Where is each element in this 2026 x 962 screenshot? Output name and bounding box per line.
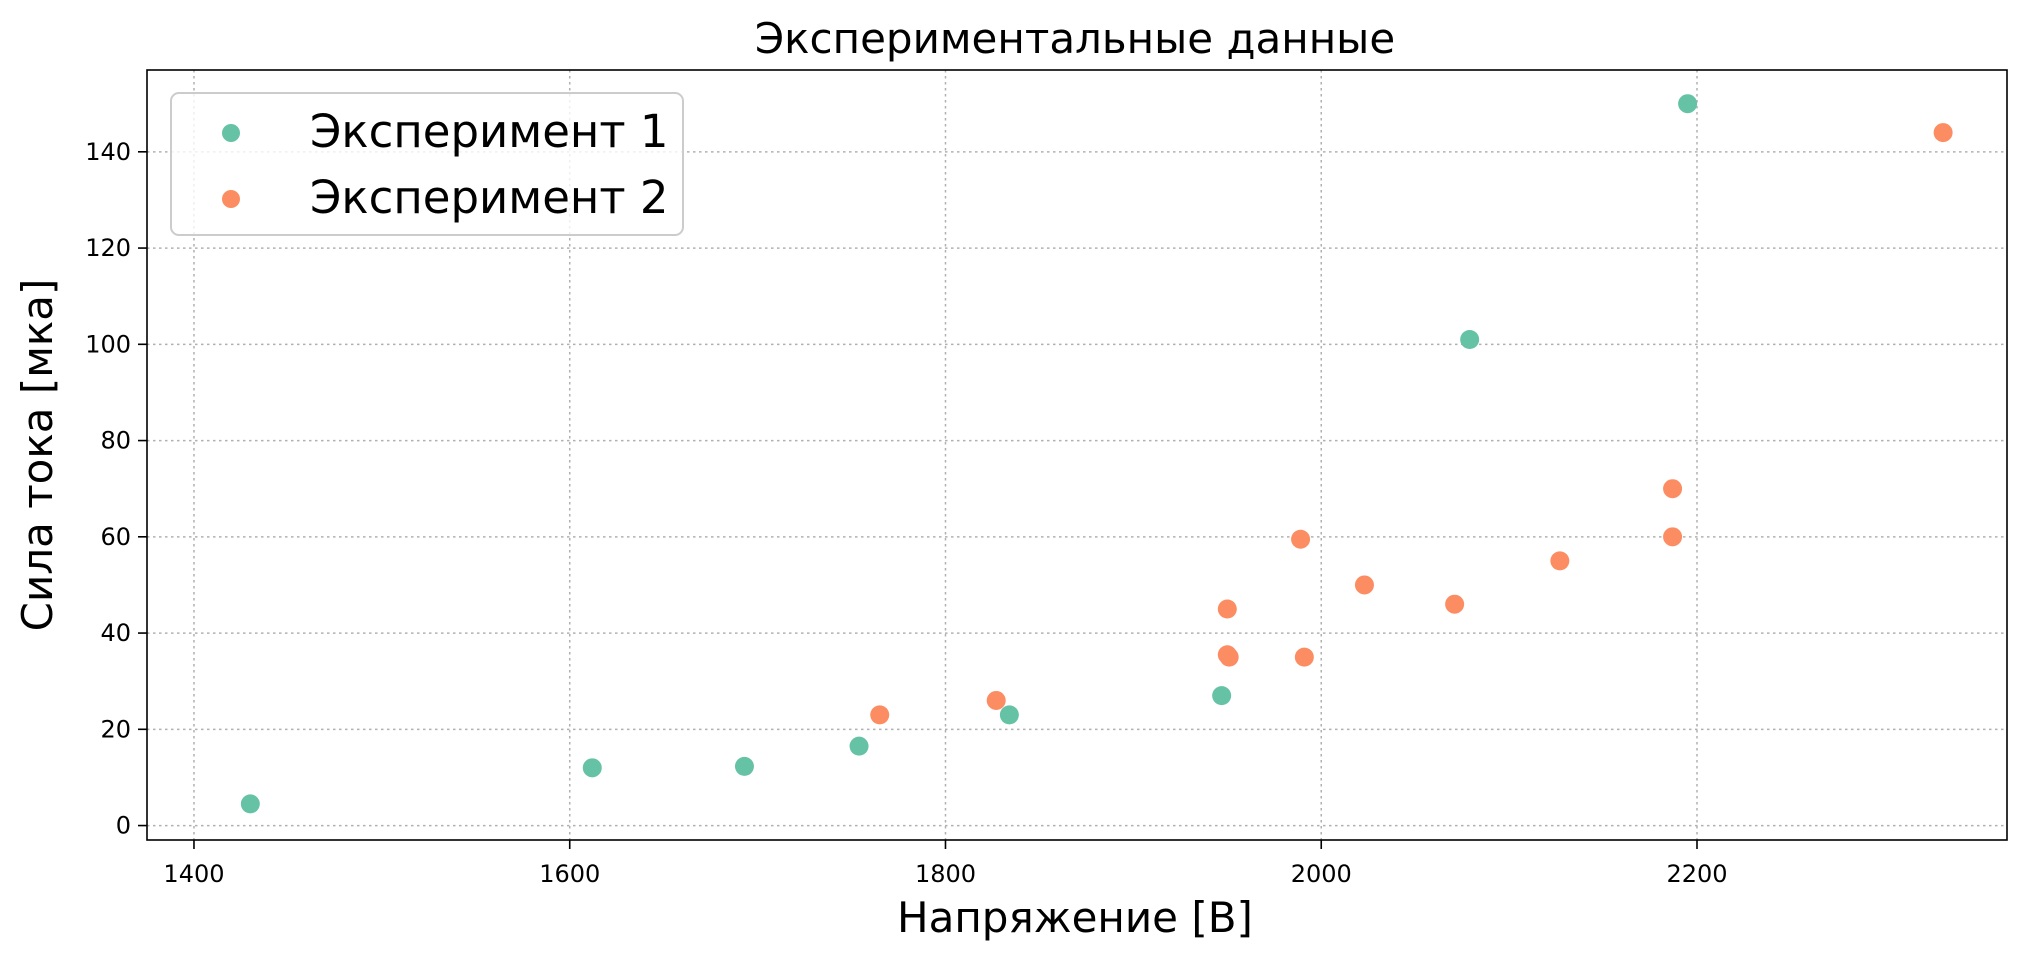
data-point-series-1 [999,705,1019,725]
data-point-series-2 [1294,647,1314,667]
y-tick-label: 60 [100,523,131,551]
data-point-series-2 [1291,529,1311,549]
data-point-series-1 [582,758,602,778]
x-axis-ticks: 1400 1600 1800 2000 2200 [163,840,1728,888]
grid-lines [147,70,2007,840]
y-tick-label: 100 [85,330,131,358]
data-point-series-2 [1550,551,1570,571]
x-tick-label: 1600 [539,860,600,888]
legend: Эксперимент 1 Эксперимент 2 [170,92,684,236]
chart-title: Экспериментальные данные [755,14,1395,63]
data-point-series-2 [1219,647,1239,667]
data-point-series-1 [734,756,754,776]
y-tick-label: 140 [85,138,131,166]
legend-marker-experiment-1 [222,124,240,142]
legend-marker-experiment-2 [222,190,240,208]
x-axis-label: Напряжение [В] [897,893,1253,942]
x-tick-label: 1400 [163,860,224,888]
data-point-series-1 [1460,330,1480,349]
y-tick-label: 20 [100,715,131,743]
plot-area-frame [146,69,2008,841]
data-point-series-2 [986,690,1006,710]
data-point-series-2 [1663,527,1683,547]
data-point-series-2 [1217,599,1237,619]
data-point-series-2 [1663,479,1683,499]
data-point-series-1 [1212,686,1232,706]
legend-label-experiment-1: Эксперимент 1 [310,105,668,158]
data-points [240,94,1953,814]
legend-box [170,92,684,236]
x-tick-label: 2000 [1291,860,1352,888]
data-point-series-1 [849,736,869,756]
data-point-series-2 [870,705,890,725]
data-point-series-1 [1678,94,1698,114]
data-point-series-2 [1354,575,1374,595]
data-point-series-1 [240,794,260,814]
y-axis-label: Сила тока [мка] [13,279,62,632]
x-tick-label: 2200 [1666,860,1727,888]
y-tick-label: 120 [85,234,131,262]
data-point-series-2 [1933,123,1953,143]
y-axis-ticks: 0 20 40 60 80 100 120 140 [85,138,147,840]
y-tick-label: 0 [116,812,131,840]
data-point-series-2 [1445,594,1465,614]
y-tick-label: 40 [100,619,131,647]
y-tick-label: 80 [100,427,131,455]
x-tick-label: 1800 [915,860,976,888]
legend-label-experiment-2: Эксперимент 2 [310,171,668,224]
